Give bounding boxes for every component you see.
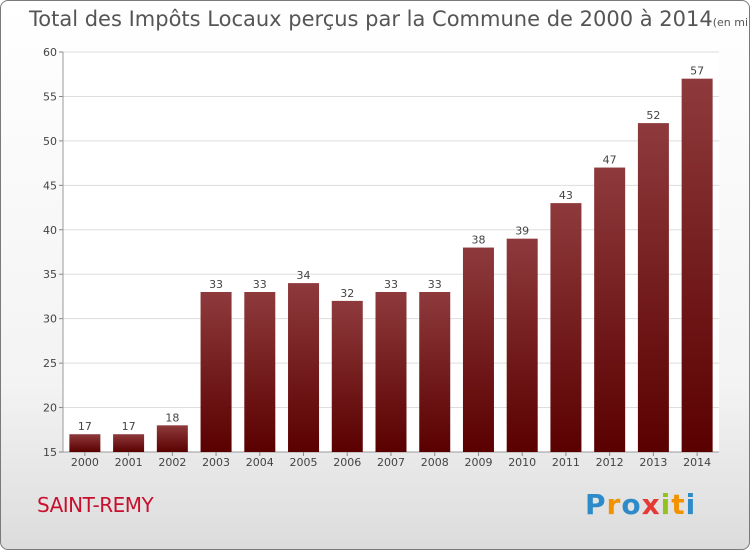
bar-2004 (244, 292, 276, 452)
logo-letter: o (621, 488, 642, 521)
logo-letter: P (585, 488, 607, 521)
data-label-2002: 18 (165, 411, 179, 424)
x-tick-label: 2004 (246, 456, 274, 469)
data-label-2004: 33 (253, 278, 267, 291)
data-label-2008: 33 (428, 278, 442, 291)
proxiti-logo: Proxiti (585, 488, 696, 521)
y-tick-label: 40 (43, 224, 57, 237)
y-tick-label: 30 (43, 313, 57, 326)
x-tick-label: 2006 (333, 456, 361, 469)
x-tick-label: 2000 (71, 456, 99, 469)
y-tick-label: 55 (43, 90, 57, 103)
chart-title-unit: (en milliers d'€) (712, 16, 749, 29)
chart-title-main: Total des Impôts Locaux perçus par la Co… (29, 7, 713, 31)
data-label-2009: 38 (471, 234, 485, 247)
y-tick-label: 20 (43, 402, 57, 415)
logo-letter: i (685, 488, 697, 521)
bar-2003 (200, 292, 232, 452)
y-tick-label: 35 (43, 268, 57, 281)
logo-letter: i (660, 488, 672, 521)
logo-letter: r (606, 488, 622, 521)
y-tick-label: 60 (43, 46, 57, 59)
bar-2014 (681, 78, 713, 453)
data-label-2013: 52 (646, 109, 660, 122)
bar-2009 (462, 247, 494, 452)
x-tick-label: 2014 (683, 456, 711, 469)
bar-2001 (113, 434, 145, 452)
logo-letter: t (671, 488, 686, 521)
x-tick-label: 2013 (639, 456, 667, 469)
bar-2005 (288, 283, 320, 452)
data-label-2011: 43 (559, 189, 573, 202)
data-label-2005: 34 (297, 269, 311, 282)
data-label-2010: 39 (515, 225, 529, 238)
commune-name: SAINT-REMY (37, 493, 154, 517)
data-label-2001: 17 (122, 420, 136, 433)
y-tick-label: 15 (43, 446, 57, 459)
y-tick-label: 25 (43, 357, 57, 370)
x-tick-label: 2007 (377, 456, 405, 469)
bar-2008 (419, 292, 451, 452)
data-label-2000: 17 (78, 420, 92, 433)
x-tick-label: 2012 (596, 456, 624, 469)
bar-2002 (156, 425, 188, 452)
y-tick-label: 50 (43, 135, 57, 148)
x-tick-label: 2003 (202, 456, 230, 469)
bar-2000 (69, 434, 101, 452)
bar-2010 (506, 238, 538, 452)
chart-title: Total des Impôts Locaux perçus par la Co… (29, 7, 749, 31)
bar-2013 (637, 123, 669, 452)
bar-2011 (550, 203, 582, 452)
y-tick-label: 45 (43, 179, 57, 192)
data-label-2007: 33 (384, 278, 398, 291)
x-tick-label: 2009 (464, 456, 492, 469)
x-tick-label: 2008 (421, 456, 449, 469)
bar-2006 (331, 300, 363, 452)
data-label-2014: 57 (690, 65, 704, 78)
data-label-2003: 33 (209, 278, 223, 291)
bar-2012 (594, 167, 626, 453)
bar-2007 (375, 292, 407, 452)
x-tick-label: 2010 (508, 456, 536, 469)
x-tick-label: 2001 (115, 456, 143, 469)
x-tick-label: 2011 (552, 456, 580, 469)
data-label-2012: 47 (603, 154, 617, 167)
x-tick-label: 2005 (290, 456, 318, 469)
logo-letter: x (641, 488, 661, 521)
data-label-2006: 32 (340, 287, 354, 300)
x-tick-label: 2002 (158, 456, 186, 469)
